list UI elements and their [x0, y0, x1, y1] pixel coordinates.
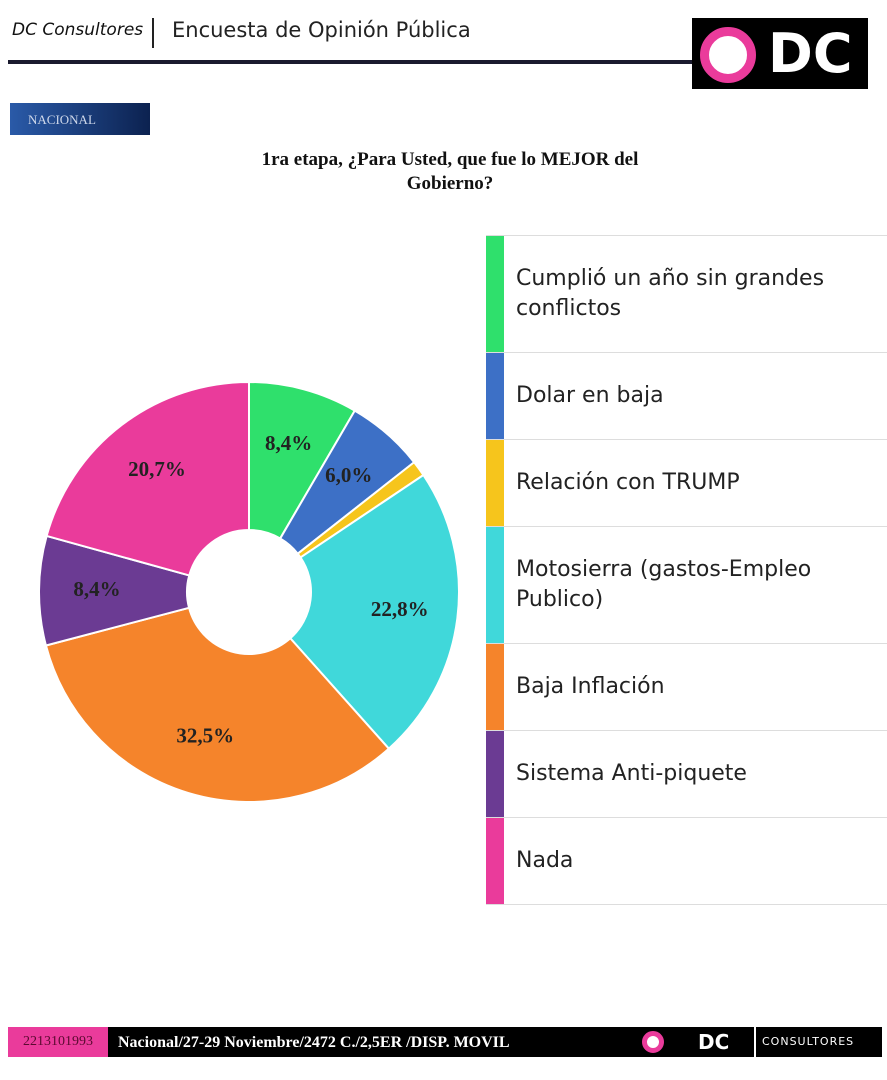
- legend-label: Nada: [516, 848, 574, 873]
- footer-logo: DC: [698, 1030, 730, 1054]
- legend-swatch: [486, 731, 504, 817]
- header-title: Encuesta de Opinión Pública: [172, 18, 471, 42]
- footer: 2213101993 Nacional/27-29 Noviembre/2472…: [8, 1027, 882, 1057]
- legend-item: Sistema Anti-piquete: [486, 731, 887, 818]
- logo-ring: [700, 27, 756, 83]
- pie-slice: [288, 473, 460, 751]
- legend-label: Relación con TRUMP: [516, 470, 740, 495]
- footer-phone: 2213101993: [8, 1027, 108, 1057]
- footer-info: Nacional/27-29 Noviembre/2472 C./2,5ER /…: [118, 1034, 510, 1051]
- brand: DC Consultores: [12, 20, 144, 40]
- legend-label: Baja Inflación: [516, 674, 665, 699]
- chart-title: 1ra etapa, ¿Para Usted, que fue lo MEJOR…: [261, 149, 639, 194]
- footer-brand: CONSULTORES: [754, 1027, 854, 1057]
- logo-text: DC: [768, 22, 853, 85]
- pie-slice: [44, 606, 391, 803]
- separator: [152, 18, 154, 48]
- legend-swatch: [486, 440, 504, 526]
- legend-swatch: [486, 644, 504, 730]
- legend-item: Cumplió un año sin grandes conflictos: [486, 236, 887, 353]
- legend-swatch: [486, 236, 504, 352]
- data-label: 32,5%: [176, 723, 234, 747]
- data-label: 8,4%: [73, 577, 120, 601]
- chart: 8,4%6,0%1,2%22,8%32,5%8,4%20,7%: [38, 380, 460, 803]
- logo: DC: [692, 18, 868, 89]
- legend-label: Sistema Anti-piquete: [516, 761, 747, 786]
- legend-label: Motosierra (gastos-Empleo Publico): [516, 557, 812, 612]
- data-label: 20,7%: [128, 457, 186, 481]
- legend-swatch: [486, 353, 504, 439]
- section-tag: NACIONAL: [10, 103, 150, 135]
- legend-label: Dolar en baja: [516, 383, 664, 408]
- data-label: 22,8%: [371, 597, 429, 621]
- legend-item: Relación con TRUMP: [486, 440, 887, 527]
- data-label: 6,0%: [325, 463, 372, 487]
- legend-item: Nada: [486, 818, 887, 905]
- legend-item: Motosierra (gastos-Empleo Publico): [486, 527, 887, 644]
- legend-swatch: [486, 818, 504, 904]
- legend-label: Cumplió un año sin grandes conflictos: [516, 266, 825, 321]
- header-rule: [8, 60, 692, 64]
- legend: Cumplió un año sin grandes conflictos Dol…: [486, 235, 887, 905]
- footer-ring: [642, 1031, 664, 1053]
- legend-swatch: [486, 527, 504, 643]
- pie-slice: [248, 380, 357, 540]
- legend-item: Baja Inflación: [486, 644, 887, 731]
- legend-item: Dolar en baja: [486, 353, 887, 440]
- pie-slice: [38, 534, 191, 647]
- data-label: 8,4%: [265, 431, 312, 455]
- pie-slice: [45, 380, 250, 577]
